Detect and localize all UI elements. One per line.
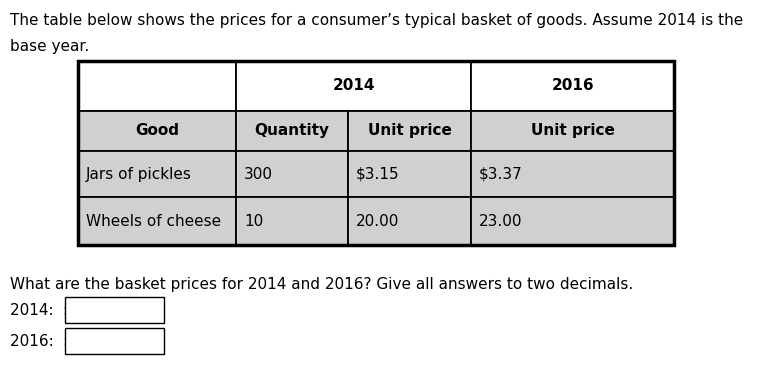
FancyBboxPatch shape: [236, 151, 348, 197]
Text: Good: Good: [136, 124, 179, 138]
Text: 23.00: 23.00: [479, 214, 522, 229]
Text: 2016: 2016: [552, 78, 594, 93]
Text: $3.15: $3.15: [356, 167, 399, 182]
Text: 10: 10: [244, 214, 263, 229]
FancyBboxPatch shape: [65, 297, 164, 323]
FancyBboxPatch shape: [471, 197, 674, 245]
Text: Wheels of cheese: Wheels of cheese: [86, 214, 221, 229]
Text: 20.00: 20.00: [356, 214, 399, 229]
FancyBboxPatch shape: [236, 61, 471, 111]
Text: $3.37: $3.37: [479, 167, 522, 182]
FancyBboxPatch shape: [78, 111, 236, 151]
Text: What are the basket prices for 2014 and 2016? Give all answers to two decimals.: What are the basket prices for 2014 and …: [10, 277, 633, 292]
Text: 2014: 2014: [332, 78, 375, 93]
FancyBboxPatch shape: [348, 111, 471, 151]
Text: Jars of pickles: Jars of pickles: [86, 167, 192, 182]
Text: Quantity: Quantity: [255, 124, 330, 138]
FancyBboxPatch shape: [65, 328, 164, 354]
FancyBboxPatch shape: [78, 61, 236, 111]
FancyBboxPatch shape: [78, 197, 236, 245]
Text: 2016:  $: 2016: $: [10, 334, 73, 349]
FancyBboxPatch shape: [471, 61, 674, 111]
Text: The table below shows the prices for a consumer’s typical basket of goods. Assum: The table below shows the prices for a c…: [10, 13, 743, 28]
FancyBboxPatch shape: [348, 151, 471, 197]
FancyBboxPatch shape: [236, 111, 348, 151]
FancyBboxPatch shape: [348, 197, 471, 245]
FancyBboxPatch shape: [78, 151, 236, 197]
FancyBboxPatch shape: [471, 151, 674, 197]
Text: 300: 300: [244, 167, 273, 182]
Text: 2014:  $: 2014: $: [10, 303, 73, 317]
FancyBboxPatch shape: [471, 111, 674, 151]
Text: base year.: base year.: [10, 39, 89, 54]
Text: Unit price: Unit price: [367, 124, 452, 138]
FancyBboxPatch shape: [236, 197, 348, 245]
Text: Unit price: Unit price: [530, 124, 615, 138]
